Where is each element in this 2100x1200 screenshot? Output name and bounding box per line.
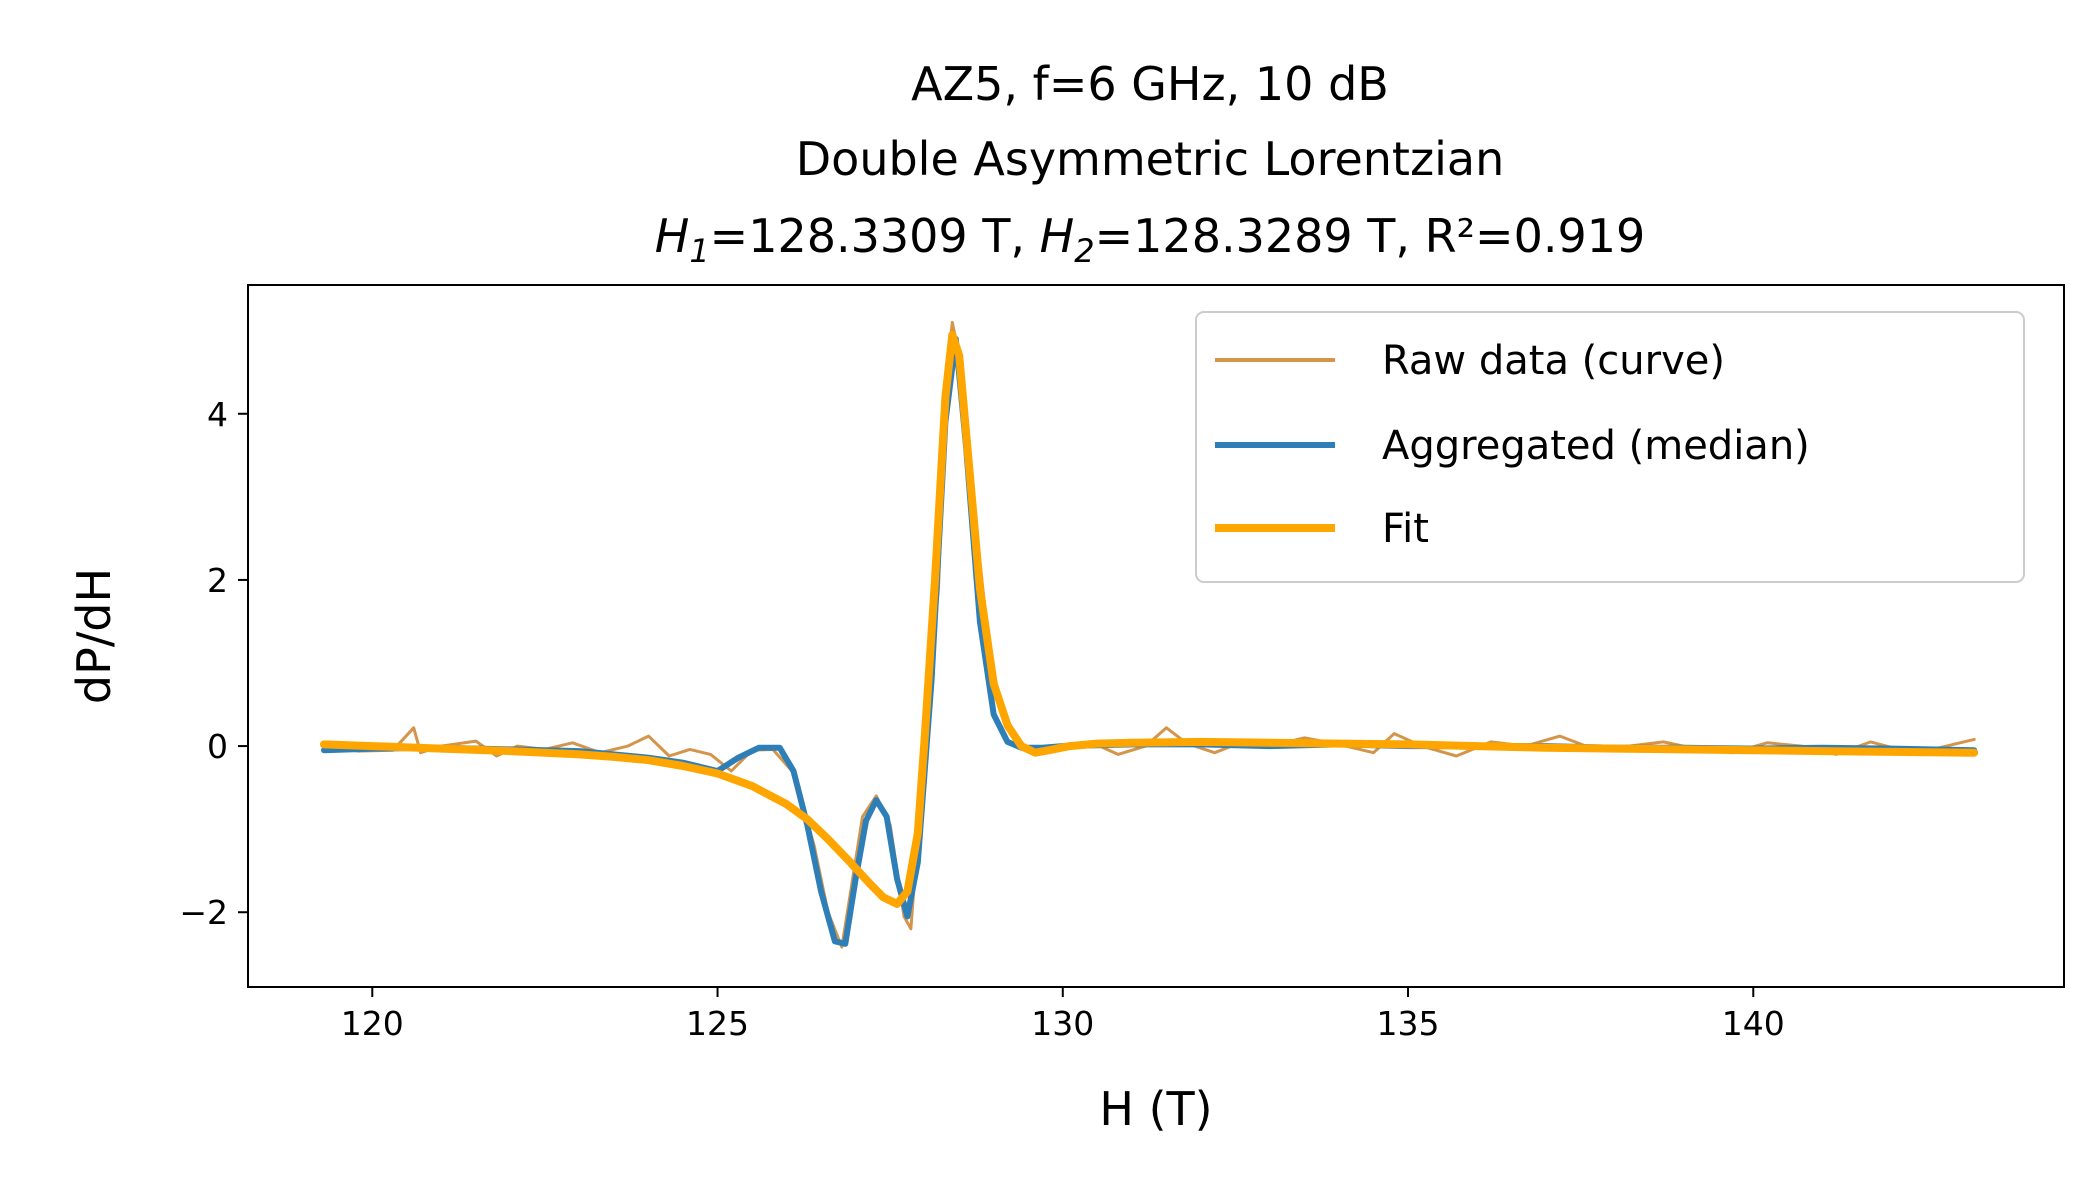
x-tick-label: 135 <box>1377 1004 1440 1043</box>
legend-label-fit: Fit <box>1382 506 1429 552</box>
chart-title-line-1: AZ5, f=6 GHz, 10 dB <box>911 57 1389 111</box>
title-h2-subscript: 2 <box>1074 232 1094 270</box>
title-h1-symbol: H <box>655 209 690 263</box>
legend-label-aggregated: Aggregated (median) <box>1382 423 1810 469</box>
legend: Raw data (curve) Aggregated (median) Fit <box>1195 311 2025 583</box>
x-tick-label: 125 <box>686 1004 749 1043</box>
plot-area: 120 125 130 135 140 −2 0 2 4 <box>179 284 2065 1043</box>
y-axis-label: dP/dH <box>67 568 121 704</box>
plot-frame <box>247 284 2065 988</box>
title-h1-subscript: 1 <box>689 232 709 270</box>
x-tick-label: 140 <box>1722 1004 1785 1043</box>
chart-title-line-3: H1=128.3309 T, H2=128.3289 T, R²=0.919 <box>655 209 1646 270</box>
series-line-fit <box>320 330 1979 908</box>
x-axis-label: H (T) <box>1099 1082 1212 1136</box>
y-tick-label: 0 <box>207 727 228 766</box>
title-h2-symbol: H <box>1040 209 1075 263</box>
y-tick-label: −2 <box>179 893 228 932</box>
y-tick-label: 4 <box>207 395 228 434</box>
x-axis-ticks: 120 125 130 135 140 <box>341 987 1785 1043</box>
y-axis-ticks: −2 0 2 4 <box>179 395 248 932</box>
chart-title-line-2: Double Asymmetric Lorentzian <box>796 132 1504 186</box>
x-tick-label: 130 <box>1031 1004 1094 1043</box>
y-tick-label: 2 <box>207 561 228 600</box>
legend-box <box>1195 311 2025 583</box>
series-layer <box>320 320 1979 949</box>
x-tick-label: 120 <box>341 1004 404 1043</box>
title-h1-value: =128.3309 T, <box>710 209 1040 263</box>
title-h2-value: =128.3289 T, R²=0.919 <box>1095 209 1646 263</box>
legend-label-raw-data: Raw data (curve) <box>1382 338 1725 384</box>
